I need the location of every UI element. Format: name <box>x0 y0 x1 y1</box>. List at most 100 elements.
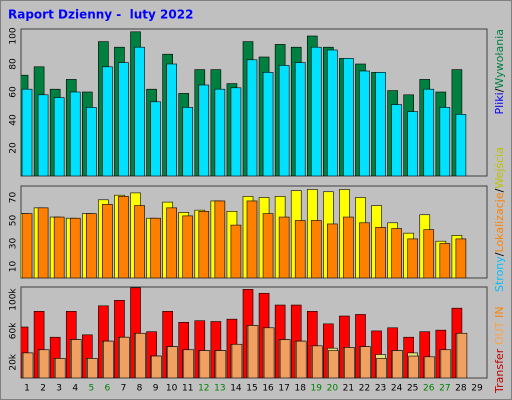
bar <box>423 229 435 278</box>
bar <box>295 340 307 378</box>
x-tick-label: 6 <box>105 384 111 394</box>
bar <box>408 355 419 378</box>
bar <box>440 349 452 378</box>
bar <box>102 66 113 176</box>
y-tick-label: 100 <box>9 27 19 44</box>
bar <box>327 49 338 176</box>
bar <box>230 87 242 176</box>
bar <box>167 346 178 378</box>
bar <box>162 311 173 378</box>
legend-entry: IN <box>493 306 506 317</box>
x-tick-label: 1 <box>24 384 30 394</box>
x-tick-label: 14 <box>230 384 242 394</box>
y-tick-label: 40 <box>9 114 19 126</box>
bar <box>150 101 161 176</box>
x-tick-label: 20 <box>327 384 339 394</box>
bar <box>70 339 82 378</box>
side-label: Transfer/OUT/IN <box>493 306 506 394</box>
bar <box>310 46 322 176</box>
y-tick-label: 60 <box>9 86 19 98</box>
bar <box>183 349 195 378</box>
bar <box>118 62 129 176</box>
bar <box>37 94 49 176</box>
bar <box>38 349 50 378</box>
bar <box>230 224 242 278</box>
y-tick-label: 20k <box>9 353 19 370</box>
side-label: Pliki/Wywołania <box>493 29 506 114</box>
bar <box>306 311 318 378</box>
bar <box>278 65 290 176</box>
plot <box>21 189 467 278</box>
bar <box>119 336 130 378</box>
x-tick-label: 22 <box>359 384 370 394</box>
bar <box>247 325 259 378</box>
legend-entry: Transfer <box>493 348 506 394</box>
bar <box>214 200 226 278</box>
bar <box>82 334 93 378</box>
x-tick-label: 13 <box>214 384 225 394</box>
bar <box>343 58 354 176</box>
bar <box>102 204 113 278</box>
x-tick-label: 15 <box>246 384 257 394</box>
x-tick-label: 28 <box>455 384 467 394</box>
bar <box>423 88 435 176</box>
x-tick-label: 18 <box>294 384 306 394</box>
bar <box>439 107 451 176</box>
x-tick-label: 26 <box>423 384 435 394</box>
bar <box>166 63 177 176</box>
y-tick-label: 50 <box>9 215 19 227</box>
bar <box>210 321 222 378</box>
bar <box>375 72 386 176</box>
bar <box>360 346 371 378</box>
bar <box>135 332 146 378</box>
bar <box>355 314 366 378</box>
bar <box>392 350 403 378</box>
x-tick-label: 23 <box>375 384 386 394</box>
bar <box>21 88 33 176</box>
bar <box>33 311 45 378</box>
bar <box>294 220 306 278</box>
x-tick-label: 17 <box>278 384 289 394</box>
bar <box>151 355 162 378</box>
bar <box>198 84 210 176</box>
bar <box>199 350 211 378</box>
bar <box>294 62 306 176</box>
x-tick-label: 7 <box>121 384 127 394</box>
x-tick-label: 9 <box>153 384 159 394</box>
bar <box>166 207 177 278</box>
bar <box>21 213 33 278</box>
legend-entry: Strony <box>493 256 506 292</box>
bar <box>455 114 467 176</box>
legend-entry: Wywołania <box>493 29 506 89</box>
y-tick-label: 70 <box>9 192 19 204</box>
separator: / <box>493 88 506 92</box>
x-tick-label: 19 <box>311 384 323 394</box>
plot <box>21 287 468 378</box>
bar <box>246 59 258 176</box>
bar <box>54 358 66 378</box>
bar <box>310 220 322 278</box>
x-tick-label: 25 <box>407 384 418 394</box>
bar <box>278 216 290 278</box>
y-tick-label: 80 <box>9 58 19 70</box>
legend-entry: Wejścia <box>493 147 506 189</box>
bar <box>215 350 227 378</box>
bar <box>182 107 194 176</box>
legend-entry: Pliki <box>493 92 506 114</box>
legend-entry: Lokalizacje <box>493 192 506 252</box>
bar <box>439 243 451 278</box>
bar <box>263 327 275 378</box>
bar <box>150 217 161 278</box>
bar <box>375 227 386 278</box>
x-tick-label: 3 <box>56 384 62 394</box>
bar <box>359 222 370 278</box>
y-tick-label: 20 <box>9 142 19 154</box>
bar <box>182 215 194 278</box>
bar <box>130 287 141 378</box>
bar <box>246 200 258 278</box>
bar <box>53 216 65 278</box>
bar <box>407 111 418 176</box>
x-tick-label: 8 <box>137 384 143 394</box>
bar <box>198 211 210 278</box>
bar <box>344 347 355 378</box>
